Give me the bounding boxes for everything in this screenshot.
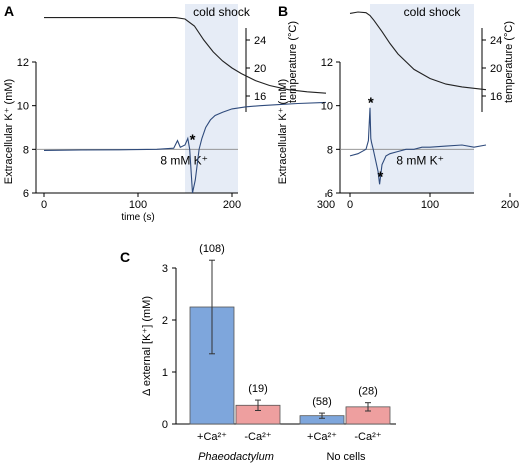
temperature-tick-label: 20 xyxy=(254,63,266,75)
y-axis-title: Extracellular K⁺ (mM) xyxy=(3,79,15,184)
panel-c: C 0 1 2 3 Δ external [K⁺] (mM) (108) +Ca²⁺ (19) -… xyxy=(120,243,396,463)
x-axis-title: time (s) xyxy=(121,212,154,223)
x-tick-label: 200 xyxy=(501,199,519,211)
sample-count-label: (58) xyxy=(312,396,332,408)
temperature-axis-title: temperature (°C) xyxy=(287,21,299,103)
bar-label: -Ca²⁺ xyxy=(354,431,381,443)
temperature-tick-label: 16 xyxy=(490,91,502,103)
potassium-trace xyxy=(43,101,327,194)
temperature-tick-label: 24 xyxy=(254,35,266,47)
y-tick-label: 8 xyxy=(327,144,333,156)
y-tick-label: 12 xyxy=(321,57,333,69)
temperature-axis-title: temperature (°C) xyxy=(503,21,515,103)
y-tick-label: 8 xyxy=(23,144,29,156)
y-tick-label: 6 xyxy=(327,188,333,200)
temperature-tick-label: 20 xyxy=(490,63,502,75)
reference-line-label: 8 mM K⁺ xyxy=(396,153,444,167)
x-tick-label: 0 xyxy=(347,199,353,211)
temperature-trace xyxy=(349,11,487,91)
panel-letter: A xyxy=(4,3,14,19)
group-label: No cells xyxy=(326,451,366,463)
cold-shock-label: cold shock xyxy=(193,5,251,19)
group-label: Phaeodactylum xyxy=(198,451,274,463)
cold-shock-region xyxy=(185,4,238,193)
sample-count-label: (19) xyxy=(248,383,268,395)
x-tick-label: 100 xyxy=(129,199,147,211)
asterisk-marker: * xyxy=(368,94,374,111)
bar-label: +Ca²⁺ xyxy=(307,431,337,443)
y-tick-label: 12 xyxy=(17,57,29,69)
temperature-tick-label: 24 xyxy=(490,35,502,47)
potassium-trace xyxy=(349,107,487,185)
cold-shock-label: cold shock xyxy=(404,5,462,19)
asterisk-marker: * xyxy=(190,131,196,148)
bar-label: +Ca²⁺ xyxy=(197,431,227,443)
temperature-trace xyxy=(44,17,327,94)
panel-letter: C xyxy=(120,249,130,265)
x-tick-label: 100 xyxy=(421,199,439,211)
y-axis-title: Extracellular K⁺ (mM) xyxy=(277,79,289,184)
sample-count-label: (108) xyxy=(199,243,225,255)
y-tick-label: 1 xyxy=(162,367,168,379)
bar-label: -Ca²⁺ xyxy=(244,431,271,443)
y-tick-label: 10 xyxy=(321,101,333,113)
x-tick-label: 300 xyxy=(317,199,335,211)
temperature-tick-label: 16 xyxy=(254,91,266,103)
y-tick-label: 0 xyxy=(162,419,168,431)
cold-shock-region xyxy=(370,4,474,193)
x-tick-label: 0 xyxy=(41,199,47,211)
sample-count-label: (28) xyxy=(358,386,378,398)
asterisk-marker: * xyxy=(377,169,383,186)
y-tick-label: 10 xyxy=(17,101,29,113)
y-tick-label: 6 xyxy=(23,188,29,200)
panel-letter: B xyxy=(278,3,288,19)
y-tick-label: 2 xyxy=(162,315,168,327)
reference-line-label: 8 mM K⁺ xyxy=(160,153,208,167)
x-tick-label: 200 xyxy=(223,199,241,211)
y-axis-title: Δ external [K⁺] (mM) xyxy=(141,296,153,396)
y-tick-label: 3 xyxy=(162,263,168,275)
